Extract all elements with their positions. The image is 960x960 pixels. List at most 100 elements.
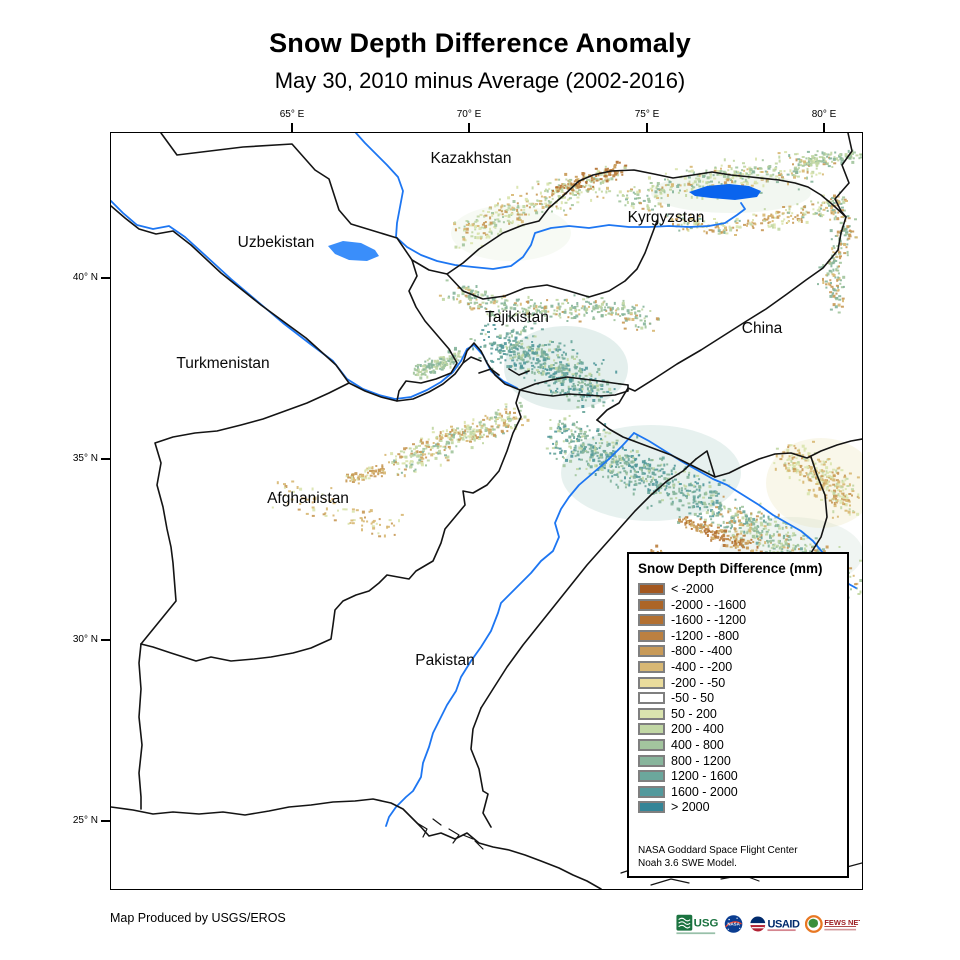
legend-row: -400 - -200 [638, 661, 838, 673]
country-label-tajikistan: Tajikistan [485, 309, 549, 326]
legend-class-label: -1200 - -800 [671, 628, 740, 643]
legend-row: > 2000 [638, 800, 838, 815]
legend-row: 50 - 200 [638, 708, 838, 720]
legend-swatch [638, 676, 665, 689]
lat-tick-label: 30° N [72, 634, 98, 645]
page-title: Snow Depth Difference Anomaly [269, 28, 691, 58]
page-subtitle: May 30, 2010 minus Average (2002-2016) [274, 68, 686, 93]
legend-row: 1600 - 2000 [638, 784, 838, 799]
legend-row: -50 - 50 [638, 692, 838, 704]
legend-row: -200 - -50 [638, 675, 838, 690]
lat-tick-label: 25° N [72, 815, 98, 826]
legend-swatch [638, 660, 665, 673]
usaid-logo-text: USAID [768, 919, 801, 931]
fewsnet-tagline-strip [824, 928, 857, 931]
legend-row: 200 - 400 [638, 722, 838, 737]
legend-class-label: 1600 - 2000 [671, 784, 738, 799]
fewsnet-globe-icon [808, 918, 819, 928]
country-label-kyrgyzstan: Kyrgyzstan [628, 209, 705, 226]
usgs-logo: USGS [676, 914, 719, 935]
country-label-uzbekistan: Uzbekistan [238, 234, 315, 251]
legend-source-note: NASA Goddard Space Flight Center Noah 3.… [638, 844, 838, 870]
country-borders [110, 132, 863, 890]
legend-swatch [638, 770, 665, 783]
legend-row: 1200 - 1600 [638, 770, 838, 782]
lake-aydarkul [328, 241, 379, 261]
producer-credit: Map Produced by USGS/EROS [110, 911, 286, 925]
legend-class-label: 50 - 200 [671, 706, 717, 721]
country-label-afghanistan: Afghanistan [267, 490, 349, 507]
legend-swatch [638, 692, 665, 705]
usgs-logo-text: USGS [694, 918, 719, 930]
legend-swatch [638, 598, 665, 611]
legend-note-line2: Noah 3.6 SWE Model. [638, 858, 737, 869]
legend-class-label: 800 - 1200 [671, 753, 731, 768]
usgs-wave-icon [678, 917, 691, 929]
legend-class-label: -800 - -400 [671, 644, 733, 659]
snow-underlay [451, 173, 876, 589]
usaid-logo: USAID [750, 916, 801, 932]
lakes-group [328, 184, 761, 261]
usaid-emblem-top [750, 916, 766, 924]
legend-class-label: -50 - 50 [671, 691, 715, 706]
lon-tick-mark [291, 123, 293, 132]
legend-row: -800 - -400 [638, 644, 838, 659]
legend-rows: < -2000 -2000 - -1600 -1600 - -1200 -1200 -… [638, 583, 838, 817]
river-indus [385, 432, 635, 827]
lat-tick-label: 35° N [72, 453, 98, 464]
map-frame: Kazakhstan Uzbekistan Kyrgyzstan Turkmenist… [110, 132, 876, 890]
nasa-logo: NASA [725, 915, 743, 933]
usgs-tagline-strip [676, 932, 716, 935]
legend-row: -1200 - -800 [638, 630, 838, 642]
legend-swatch [638, 629, 665, 642]
legend-title: Snow Depth Difference (mm) [638, 561, 823, 576]
legend-swatch [638, 645, 665, 658]
legend-class-label: 200 - 400 [671, 722, 724, 737]
legend-row: -1600 - -1200 [638, 614, 838, 626]
lon-tick-label: 80° E [811, 109, 837, 120]
lon-tick-label: 75° E [634, 109, 660, 120]
fewsnet-logo: FEWS NET [805, 915, 860, 933]
legend-class-label: < -2000 [671, 582, 714, 596]
lat-tick-label: 40° N [72, 272, 98, 283]
legend-class-label: -200 - -50 [671, 675, 726, 690]
coastline [110, 798, 602, 890]
legend-swatch [638, 707, 665, 720]
legend-swatch [638, 801, 665, 814]
fewsnet-logo-text: FEWS NET [825, 918, 860, 927]
lon-tick-mark [468, 123, 470, 132]
legend-class-label: > 2000 [671, 800, 710, 815]
country-labels-group: Kazakhstan Uzbekistan Kyrgyzstan Turkmenist… [176, 150, 782, 669]
legend-row: 400 - 800 [638, 739, 838, 751]
usaid-tagline-strip [767, 929, 797, 932]
legend-class-label: -1600 - -1200 [671, 613, 747, 628]
country-label-pakistan: Pakistan [415, 652, 474, 669]
lat-tick-mark [101, 639, 110, 641]
nasa-logo-text: NASA [728, 921, 741, 926]
country-label-turkmenistan: Turkmenistan [176, 355, 269, 372]
legend-row: 800 - 1200 [638, 753, 838, 768]
lat-tick-mark [101, 820, 110, 822]
agency-logos: USGS NASA USAID FEWS NET [676, 905, 860, 943]
lon-tick-mark [646, 123, 648, 132]
lon-tick-label: 65° E [279, 109, 305, 120]
country-label-china: China [742, 320, 783, 337]
lat-tick-mark [101, 458, 110, 460]
map-canvas: Kazakhstan Uzbekistan Kyrgyzstan Turkmenist… [110, 132, 876, 890]
country-label-kazakhstan: Kazakhstan [431, 150, 512, 167]
legend-class-label: -400 - -200 [671, 659, 733, 674]
legend-swatch [638, 738, 665, 751]
lake-issyk-kul [689, 184, 761, 200]
lat-tick-mark [101, 277, 110, 279]
lon-tick-label: 70° E [456, 109, 482, 120]
lon-tick-mark [823, 123, 825, 132]
legend-swatch [638, 754, 665, 767]
legend-swatch [638, 723, 665, 736]
legend-box: Snow Depth Difference (mm) < -2000 -2000 … [627, 552, 849, 878]
legend-class-label: -2000 - -1600 [671, 597, 747, 612]
legend-swatch [638, 614, 665, 627]
legend-row: < -2000 [638, 583, 838, 595]
nasa-swoosh-icon [725, 921, 743, 928]
legend-note-line1: NASA Goddard Space Flight Center [638, 845, 798, 856]
